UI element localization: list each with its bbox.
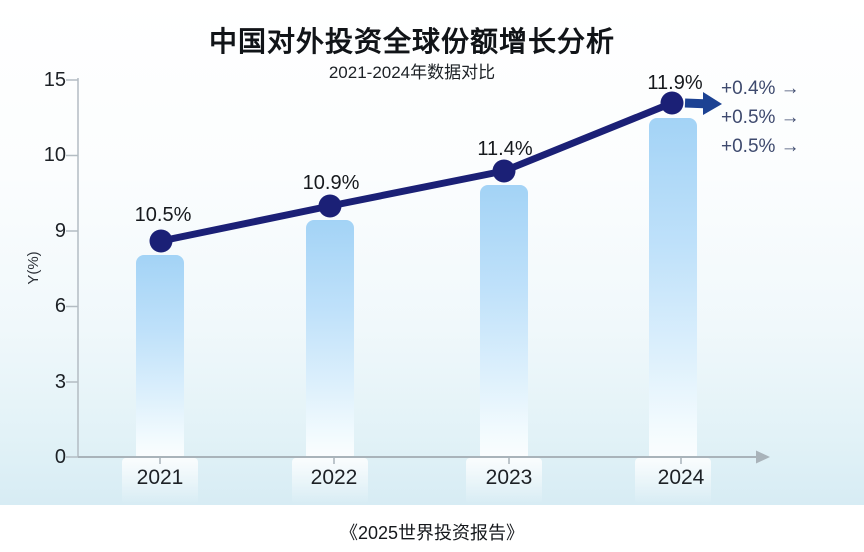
growth-arrow-icon (684, 92, 722, 115)
y-tick-label-10: 10 (43, 144, 66, 166)
annotation-delta-2: +0.5% → (721, 107, 800, 128)
y-tick-label-0: 0 (54, 446, 66, 468)
trend-line (157, 99, 676, 245)
page-title: 中国对外投资全球份额增长分析 (208, 26, 615, 57)
chart-plot-layer (66, 78, 770, 464)
y-tick-label-6: 6 (54, 295, 66, 317)
data-point-2023 (492, 159, 516, 183)
data-point-2024 (660, 91, 684, 115)
bar-glow (122, 458, 198, 504)
bar-2021 (136, 255, 184, 457)
value-label-2024: 11.9% (647, 72, 703, 94)
value-label-2022: 10.9% (302, 172, 360, 194)
value-label-2021: 10.5% (134, 204, 192, 226)
x-tick-marks (159, 457, 682, 464)
source-caption: 《2025世界投资报告》 (339, 523, 525, 543)
bar-2023 (480, 185, 528, 457)
x-tick-label-2023: 2023 (485, 466, 533, 489)
bar-2022 (306, 220, 354, 457)
bar-glow (635, 458, 711, 504)
data-point-2022 (318, 194, 342, 218)
bar-glow (466, 458, 542, 504)
x-tick-label-2022: 2022 (310, 466, 358, 489)
bar-glow (292, 458, 368, 504)
annotation-delta-3: +0.5% → (721, 136, 800, 157)
x-tick-label-2021: 2021 (136, 466, 184, 489)
page-subtitle: 2021-2024年数据对比 (328, 63, 496, 82)
annotation-delta-1: +0.4% → (721, 78, 800, 99)
y-tick-label-15: 15 (43, 69, 66, 91)
y-tick-label-9: 9 (54, 220, 66, 242)
y-tick-label-3: 3 (54, 371, 66, 393)
y-tick-marks (66, 79, 78, 458)
x-tick-label-2024: 2024 (657, 466, 705, 489)
value-label-2023: 11.4% (477, 138, 533, 160)
bar-2024 (649, 118, 697, 457)
data-point-2021 (149, 229, 173, 253)
x-axis-arrow-icon (756, 450, 770, 464)
